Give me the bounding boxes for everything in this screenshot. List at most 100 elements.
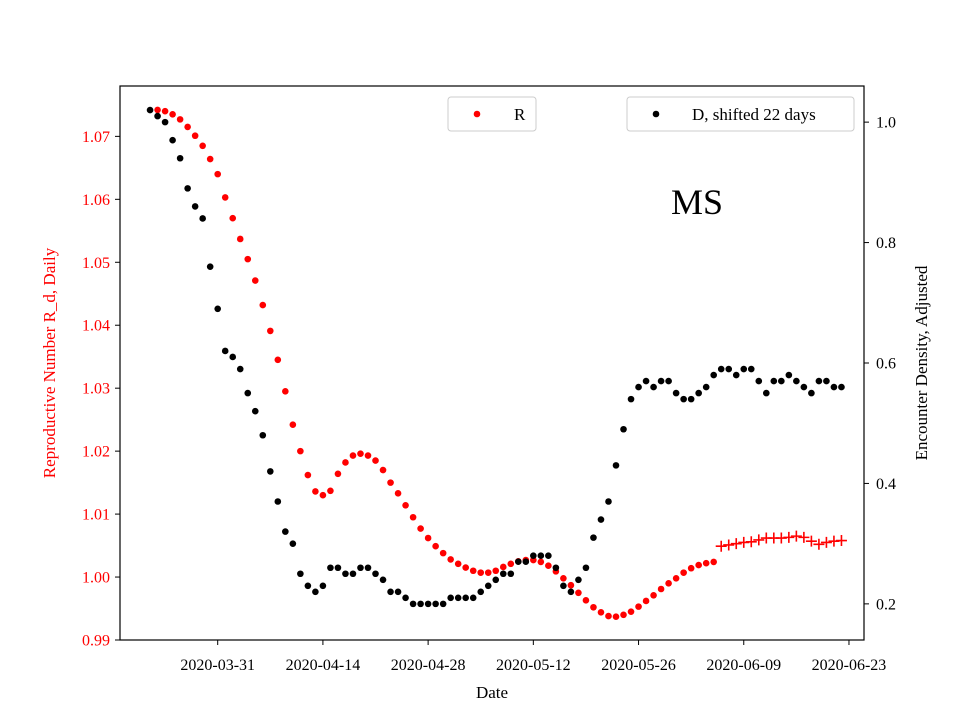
r-series-markers: [154, 106, 847, 621]
d-data-point: [334, 564, 342, 572]
r-data-point: [267, 327, 274, 335]
x-axis-ticks: 2020-03-31 2020-04-14 2020-04-28 2020-05-12…: [180, 640, 886, 674]
x-tick-label: 2020-06-09: [706, 657, 781, 674]
left-y-tick-label: 1.05: [82, 255, 110, 272]
d-data-point: [800, 383, 808, 391]
r-data-point: [259, 301, 267, 309]
r-data-point: [327, 487, 334, 495]
d-data-point: [304, 582, 312, 590]
r-data-point: [176, 116, 184, 123]
legend-r-marker: [473, 110, 481, 118]
x-tick-label: 2020-05-26: [601, 657, 676, 674]
right-y-tick-label: 0.4: [876, 476, 896, 493]
left-y-tick-label: 1.06: [82, 192, 110, 209]
r-data-point: [665, 580, 672, 587]
r-data-point: [635, 603, 642, 610]
d-data-point: [387, 588, 394, 596]
r-data-point: [702, 559, 710, 567]
r-data-point: [447, 556, 454, 563]
d-data-point: [432, 600, 439, 608]
d-data-point: [515, 558, 522, 566]
d-data-point: [582, 564, 590, 572]
d-data-point: [251, 407, 259, 415]
d-data-point: [650, 383, 657, 391]
d-data-point: [823, 377, 830, 385]
r-data-point: [537, 558, 545, 566]
d-data-point: [635, 383, 642, 391]
d-data-point: [394, 588, 402, 596]
r-data-point: [680, 569, 687, 576]
r-plus-point: [813, 538, 825, 550]
r-plus-point: [745, 536, 757, 548]
r-data-point: [236, 235, 244, 243]
r-data-point: [379, 466, 387, 474]
d-data-point: [372, 570, 379, 578]
d-data-point: [477, 588, 485, 596]
r-data-point: [492, 567, 500, 575]
r-data-point: [672, 575, 680, 582]
r-data-point: [297, 447, 304, 455]
d-data-point: [439, 600, 447, 608]
r-data-point: [342, 459, 349, 466]
d-data-point: [267, 468, 274, 475]
right-y-tick-label: 0.6: [876, 356, 896, 373]
r-data-point: [372, 457, 379, 464]
r-data-point: [282, 388, 289, 395]
r-data-point: [560, 575, 567, 582]
d-data-point: [289, 540, 297, 547]
d-data-point: [732, 371, 740, 379]
d-data-point: [312, 588, 319, 596]
right-y-tick-label: 1.0: [876, 115, 896, 132]
legend-r-label: R: [514, 105, 526, 124]
d-data-point: [680, 395, 687, 403]
d-data-point: [808, 389, 815, 397]
d-data-point: [575, 576, 582, 584]
r-data-point: [469, 567, 477, 575]
r-data-point: [597, 609, 605, 616]
d-data-point: [229, 353, 237, 361]
state-annotation: MS: [671, 182, 723, 222]
d-data-point: [665, 377, 672, 385]
r-data-point: [169, 111, 176, 118]
r-plus-point: [805, 535, 817, 547]
d-data-point: [590, 534, 597, 541]
r-data-point: [650, 592, 657, 599]
r-data-point: [402, 501, 409, 509]
d-data-point: [838, 383, 845, 391]
r-plus-point: [820, 536, 832, 548]
legend-d-marker: [652, 110, 660, 118]
d-data-point: [507, 570, 515, 578]
d-data-point: [605, 498, 612, 505]
legend-d-box: [626, 96, 855, 132]
d-data-point: [499, 570, 507, 578]
left-y-tick-label: 1.04: [82, 318, 110, 335]
d-data-point: [785, 371, 793, 379]
left-y-tick-label: 1.07: [82, 129, 110, 146]
r-data-point: [184, 123, 191, 131]
r-data-point: [364, 452, 372, 459]
r-data-point: [477, 569, 485, 576]
d-data-point: [236, 365, 244, 373]
legend-r-box: [447, 96, 537, 132]
r-data-point: [499, 563, 507, 571]
x-axis-label: Date: [476, 683, 508, 702]
r-plus-point: [798, 531, 810, 543]
d-data-point: [146, 106, 154, 114]
r-data-point: [319, 491, 327, 499]
d-data-point: [342, 570, 349, 578]
r-data-point: [567, 581, 575, 589]
r-data-point: [687, 564, 695, 572]
d-series-markers: [146, 106, 845, 608]
d-data-point: [620, 425, 627, 433]
left-y-tick-label: 1.03: [82, 381, 110, 398]
r-data-point: [214, 170, 221, 178]
r-data-point: [627, 608, 635, 615]
left-y-axis-ticks: 0.99 1.00 1.01 1.02 1.03 1.04 1.05 1.06 1.07: [82, 129, 120, 650]
r-data-point: [462, 564, 469, 571]
d-data-point: [176, 154, 184, 162]
d-data-point: [327, 564, 334, 572]
d-data-point: [612, 462, 620, 469]
d-data-point: [560, 582, 567, 590]
d-data-point: [687, 395, 695, 403]
